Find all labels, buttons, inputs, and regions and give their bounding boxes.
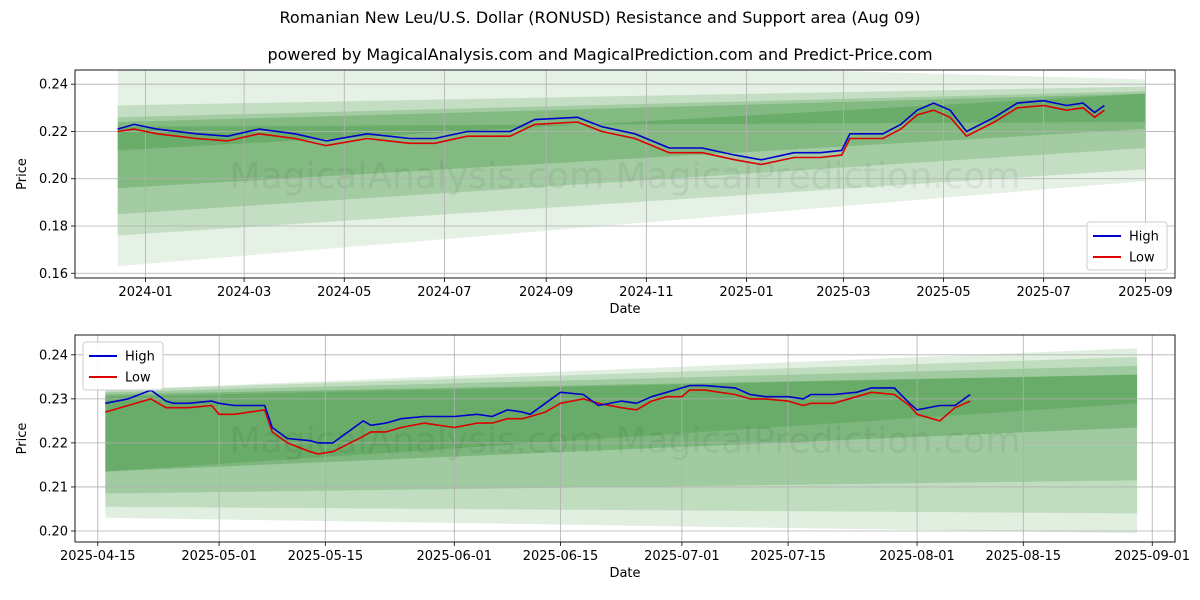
bottom-band-2 (105, 365, 1138, 494)
top-xaxis-label: Date (609, 302, 640, 317)
bottom-legend: High Low (82, 341, 164, 391)
top-ytick-label: 0.18 (39, 220, 68, 235)
top-xtick-label: 2025-07 (1016, 285, 1070, 300)
bottom-grid (71, 335, 1175, 546)
top-legend-label-low: Low (1129, 251, 1155, 266)
top-band-0 (117, 70, 1146, 267)
top-xtick-label: 2024-09 (519, 285, 573, 300)
bottom-axes-frame (74, 334, 1176, 543)
bottom-ytick-label: 0.23 (39, 392, 68, 407)
bottom-xtick-label: 2025-05-15 (288, 549, 364, 564)
bottom-xtick-label: 2025-06-01 (417, 549, 493, 564)
top-bands (117, 70, 1146, 267)
bottom-xtick-label: 2025-04-15 (60, 549, 136, 564)
top-xtick-label: 2025-01 (719, 285, 773, 300)
top-band-2 (117, 91, 1146, 215)
top-grid (71, 70, 1175, 282)
top-ytick-label: 0.20 (39, 172, 68, 187)
top-ytick-label: 0.24 (39, 78, 68, 93)
bottom-series-high (105, 384, 971, 444)
top-xtick-label: 2025-09 (1118, 285, 1172, 300)
top-xtick-label: 2024-01 (118, 285, 172, 300)
top-series-high (117, 99, 1105, 161)
bottom-xtick-label: 2025-07-15 (750, 549, 826, 564)
bottom-series (105, 384, 971, 455)
top-watermark: MagicalAnalysis.com MagicalPrediction.co… (230, 156, 1021, 197)
top-yaxis-label: Price (15, 158, 30, 190)
top-series (117, 99, 1105, 166)
bottom-xtick-label: 2025-08-01 (879, 549, 955, 564)
bottom-watermark: MagicalAnalysis.com MagicalPrediction.co… (230, 421, 1021, 462)
top-xtick-label: 2024-05 (317, 285, 371, 300)
top-ytick-label: 0.16 (39, 267, 68, 282)
bottom-xtick-label: 2025-09-01 (1114, 549, 1190, 564)
bottom-xtick-label: 2025-05-01 (181, 549, 257, 564)
top-legend: High Low (1086, 221, 1168, 271)
bottom-series-low (105, 389, 971, 455)
bottom-xtick-label: 2025-06-15 (523, 549, 599, 564)
chart-subtitle: powered by MagicalAnalysis.com and Magic… (267, 45, 933, 64)
top-xtick-label: 2025-03 (816, 285, 870, 300)
bottom-xaxis-label: Date (609, 566, 640, 581)
bottom-chart: MagicalAnalysis.com MagicalPrediction.co… (15, 334, 1190, 581)
top-chart: MagicalAnalysis.com MagicalPrediction.co… (15, 69, 1176, 317)
bottom-yaxis-label: Price (15, 423, 30, 455)
bottom-legend-label-low: Low (125, 371, 151, 386)
top-series-low (117, 104, 1105, 166)
bottom-ytick-label: 0.20 (39, 524, 68, 539)
chart-title: Romanian New Leu/U.S. Dollar (RONUSD) Re… (279, 8, 921, 27)
top-axes-frame (74, 69, 1176, 279)
top-band-4 (117, 93, 1146, 151)
top-ytick-label: 0.22 (39, 125, 68, 140)
top-band-1 (117, 86, 1146, 236)
bottom-ytick-label: 0.24 (39, 348, 68, 363)
bottom-ytick-label: 0.21 (39, 480, 68, 495)
top-band-3 (117, 93, 1146, 189)
bottom-xtick-label: 2025-08-15 (985, 549, 1061, 564)
top-xtick-label: 2024-03 (217, 285, 271, 300)
top-legend-label-high: High (1129, 230, 1159, 245)
bottom-xtick-label: 2025-07-01 (644, 549, 720, 564)
bottom-legend-label-high: High (125, 350, 155, 365)
top-xtick-label: 2025-05 (916, 285, 970, 300)
top-xtick-label: 2024-11 (619, 285, 673, 300)
top-xtick-label: 2024-07 (417, 285, 471, 300)
bottom-band-1 (105, 357, 1138, 514)
bottom-ytick-label: 0.22 (39, 436, 68, 451)
